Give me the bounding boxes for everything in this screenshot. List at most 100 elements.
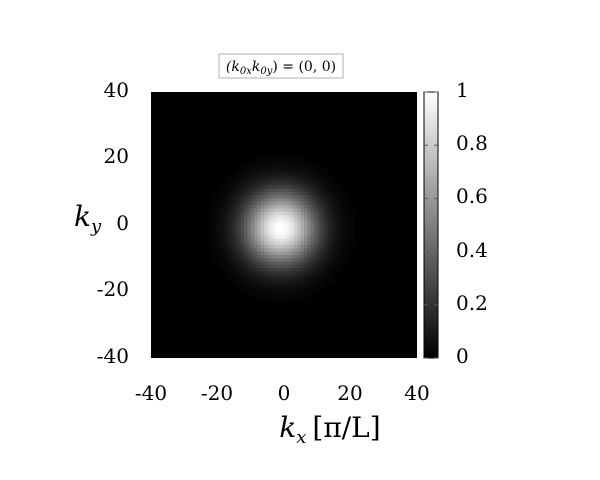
heatmap-cell — [244, 185, 248, 189]
heatmap-cell — [284, 281, 288, 286]
heatmap-cell — [260, 238, 265, 243]
heatmap-cell — [237, 168, 242, 173]
heatmap-cell — [347, 228, 351, 233]
heatmap-cell — [254, 178, 258, 183]
heatmap-cell — [244, 161, 248, 166]
heatmap-cell — [317, 228, 321, 233]
heatmap-cell — [350, 234, 355, 239]
heatmap-cell — [217, 205, 222, 209]
heatmap-cell — [350, 231, 355, 236]
heatmap-cell — [337, 258, 341, 262]
heatmap-cell — [327, 248, 331, 253]
heatmap-cell — [284, 188, 288, 193]
heatmap-cell — [323, 258, 328, 262]
heatmap-cell — [287, 198, 292, 203]
heatmap-cell — [264, 165, 268, 169]
heatmap-cell — [260, 205, 265, 209]
heatmap-cell — [307, 244, 311, 249]
heatmap-cell — [310, 188, 315, 193]
heatmap-cell — [317, 258, 321, 262]
heatmap-cell — [257, 181, 262, 186]
heatmap-cell — [317, 238, 321, 243]
heatmap-cell — [227, 218, 232, 223]
heatmap-cell — [240, 191, 245, 196]
heatmap-cell — [270, 294, 275, 299]
heatmap-cell — [307, 234, 311, 239]
heatmap-cell — [217, 234, 222, 239]
heatmap-cell — [250, 271, 255, 276]
heatmap-cell — [277, 231, 282, 236]
heatmap-cell — [230, 258, 235, 262]
heatmap-cell — [280, 264, 285, 269]
heatmap-cell — [220, 218, 225, 223]
heatmap-cell — [293, 198, 298, 203]
heatmap-cell — [303, 168, 308, 173]
heatmap-cell — [284, 161, 288, 166]
heatmap-cell — [257, 271, 262, 276]
heatmap-cell — [210, 208, 215, 213]
heatmap-cell — [270, 281, 275, 286]
heatmap-cell — [250, 284, 255, 289]
heatmap-cell — [310, 278, 315, 282]
heatmap-cell — [257, 195, 262, 199]
heatmap-cell — [267, 298, 272, 302]
heatmap-cell — [303, 218, 308, 223]
heatmap-cell — [270, 175, 275, 179]
heatmap-cell — [250, 208, 255, 213]
heatmap-cell — [297, 191, 302, 196]
heatmap-cell — [224, 244, 228, 249]
heatmap-cell — [323, 225, 328, 229]
heatmap-cell — [350, 241, 355, 246]
heatmap-cell — [210, 248, 215, 253]
heatmap-cell — [277, 291, 282, 296]
heatmap-cell — [270, 225, 275, 229]
heatmap-cell — [257, 168, 262, 173]
heatmap-cell — [287, 178, 292, 183]
heatmap-cell — [303, 231, 308, 236]
heatmap-cell — [333, 201, 338, 206]
heatmap-cell — [287, 234, 292, 239]
heatmap-cell — [330, 208, 335, 213]
heatmap-cell — [217, 211, 222, 216]
heatmap-cell — [290, 264, 295, 269]
heatmap-cell — [330, 251, 335, 256]
heatmap-cell — [267, 228, 272, 233]
heatmap-cell — [267, 208, 272, 213]
heatmap-cell — [327, 218, 331, 223]
heatmap-cell — [237, 244, 242, 249]
heatmap-cell — [210, 218, 215, 223]
heatmap-cell — [300, 181, 305, 186]
heatmap-cell — [293, 274, 298, 279]
heatmap-cell — [240, 238, 245, 243]
heatmap-cell — [274, 215, 278, 219]
heatmap-cell — [320, 278, 325, 282]
heatmap-cell — [247, 268, 252, 272]
heatmap-cell — [320, 254, 325, 259]
heatmap-cell — [287, 258, 292, 262]
heatmap-cell — [284, 208, 288, 213]
heatmap-cell — [224, 211, 228, 216]
heatmap-cell — [247, 234, 252, 239]
heatmap-cell — [293, 175, 298, 179]
heatmap-cell — [303, 261, 308, 266]
heatmap-cell — [340, 261, 345, 266]
heatmap-cell — [210, 231, 215, 236]
heatmap-cell — [234, 234, 238, 239]
heatmap-cell — [257, 158, 262, 163]
heatmap-cell — [290, 284, 295, 289]
heatmap-cell — [260, 198, 265, 203]
heatmap-cell — [310, 181, 315, 186]
heatmap-cell — [343, 195, 348, 199]
heatmap-cell — [323, 178, 328, 183]
heatmap-cell — [307, 268, 311, 272]
heatmap-cell — [214, 208, 218, 213]
heatmap-cell — [260, 241, 265, 246]
heatmap-cell — [297, 258, 302, 262]
heatmap-cell — [313, 188, 318, 193]
heatmap-cell — [207, 225, 212, 229]
heatmap-cell — [327, 268, 331, 272]
heatmap-cell — [254, 171, 258, 176]
heatmap-cell — [230, 271, 235, 276]
heatmap-cell — [300, 238, 305, 243]
y-tick-label: -20 — [97, 277, 129, 301]
